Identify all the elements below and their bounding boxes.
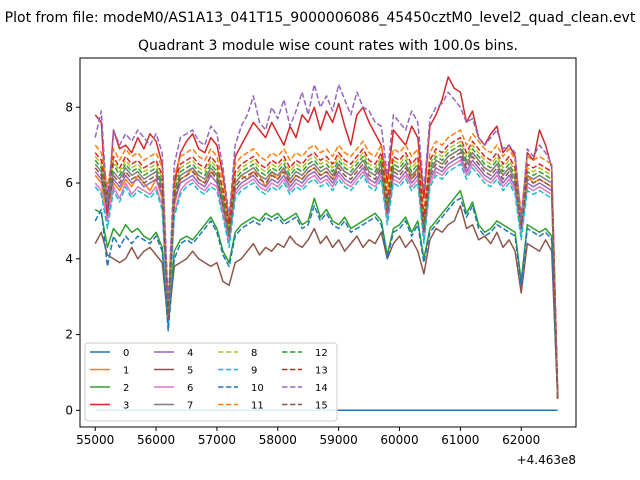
series-line-8: [94, 140, 559, 400]
legend-label-6: 6: [187, 383, 193, 394]
legend-label-3: 3: [123, 401, 129, 412]
legend-label-13: 13: [315, 366, 328, 377]
legend-label-8: 8: [251, 348, 257, 359]
x-tick-label: 56000: [137, 433, 175, 447]
x-tick-label: 60000: [380, 433, 418, 447]
x-offset-label: +4.463e8: [517, 453, 576, 467]
y-tick-label: 0: [65, 403, 73, 417]
chart-title: Quadrant 3 module wise count rates with …: [138, 38, 518, 54]
legend-label-1: 1: [123, 366, 129, 377]
series-line-10: [94, 197, 559, 400]
legend-box: [84, 342, 338, 422]
y-tick-label: 2: [65, 328, 73, 342]
y-tick-label: 6: [65, 176, 73, 190]
series-line-11: [94, 129, 559, 400]
legend-label-2: 2: [123, 383, 129, 394]
chart-suptitle: Plot from file: modeM0/AS1A13_041T15_900…: [5, 10, 636, 26]
x-tick-label: 62000: [502, 433, 540, 447]
series-lines: [94, 76, 559, 412]
plot-frame: [79, 57, 577, 428]
x-axis-ticks: 55000 56000 57000 58000 59000 60000 61000 62000: [76, 427, 540, 447]
legend-label-4: 4: [187, 348, 193, 359]
x-tick-label: 55000: [76, 433, 114, 447]
legend-label-7: 7: [187, 401, 193, 412]
legend-label-12: 12: [315, 348, 328, 359]
y-tick-label: 4: [65, 252, 73, 266]
legend-label-9: 9: [251, 366, 257, 377]
x-tick-label: 57000: [198, 433, 236, 447]
legend-label-10: 10: [251, 383, 264, 394]
y-axis-ticks: 0 2 4 6 8: [65, 100, 80, 417]
x-tick-label: 61000: [441, 433, 479, 447]
series-line-15: [94, 151, 559, 400]
legend-label-15: 15: [315, 401, 328, 412]
legend-label-14: 14: [315, 383, 328, 394]
legend-label-11: 11: [251, 401, 264, 412]
series-line-14: [94, 83, 559, 396]
x-tick-label: 58000: [259, 433, 297, 447]
legend-label-5: 5: [187, 366, 193, 377]
legend-label-0: 0: [123, 348, 129, 359]
series-line-9: [94, 163, 559, 400]
y-tick-label: 8: [65, 100, 73, 114]
x-tick-label: 59000: [320, 433, 358, 447]
